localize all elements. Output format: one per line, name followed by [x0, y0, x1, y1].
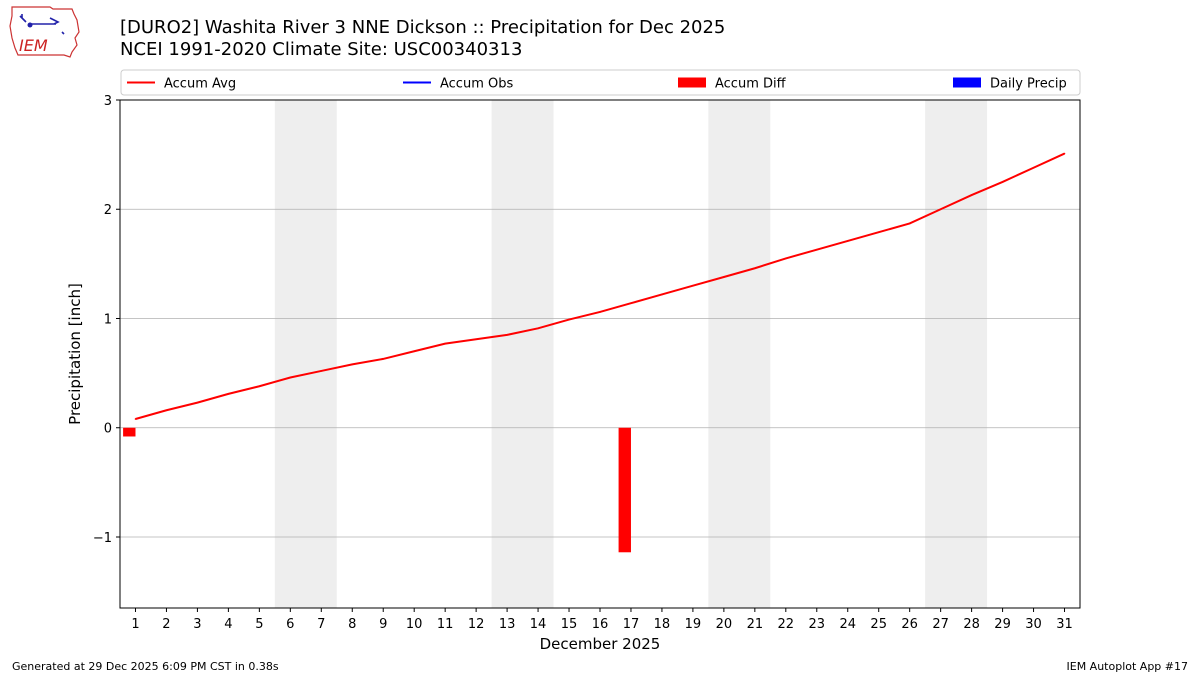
accum-avg-point [413, 350, 415, 353]
accum-avg-point [1063, 152, 1066, 155]
x-tick-label: 29 [994, 617, 1011, 632]
x-tick-label: 28 [963, 617, 980, 632]
generated-timestamp: Generated at 29 Dec 2025 6:09 PM CST in … [12, 660, 279, 673]
legend-label: Accum Avg [164, 77, 236, 92]
accum-avg-point [134, 418, 137, 420]
weekend-shade [274, 100, 337, 608]
legend-swatch-bar [953, 77, 981, 88]
x-tick-label: 12 [468, 617, 485, 632]
chart-subtitle: NCEI 1991-2020 Climate Site: USC00340313 [120, 39, 523, 60]
accum-avg-point [970, 194, 973, 196]
station-dot-icon [27, 22, 33, 28]
x-tick-label: 2 [162, 617, 170, 632]
accum-avg-point [289, 376, 292, 379]
accum-avg-point [630, 302, 632, 305]
x-tick-label: 24 [839, 617, 856, 632]
accum-avg-point [444, 342, 446, 345]
x-tick-label: 26 [901, 617, 918, 632]
weekend-shade [491, 100, 554, 608]
accum-diff-bar [123, 427, 136, 437]
accum-avg-point [227, 393, 230, 395]
x-tick-label: 7 [317, 617, 325, 632]
x-tick-label: 21 [747, 617, 764, 632]
x-tick-label: 9 [379, 617, 387, 632]
accum-avg-point [754, 267, 756, 270]
y-tick-label: 1 [104, 312, 112, 327]
x-tick-label: 4 [224, 617, 232, 632]
accum-avg-point [351, 363, 354, 366]
x-tick-label: 8 [348, 617, 356, 632]
x-tick-label: 30 [1025, 617, 1042, 632]
accum-avg-point [785, 257, 787, 260]
accum-avg-point [599, 311, 601, 313]
accum-avg-point [320, 370, 323, 372]
x-tick-label: 19 [685, 617, 702, 632]
accum-avg-point [537, 327, 539, 330]
y-tick-label: 3 [104, 94, 112, 109]
y-tick-label: 2 [104, 203, 112, 218]
x-tick-label: 5 [255, 617, 263, 632]
accum-avg-point [877, 231, 880, 233]
x-tick-label: 25 [870, 617, 887, 632]
y-axis-label: Precipitation [inch] [66, 283, 84, 425]
weekend-shade [708, 100, 771, 608]
x-tick-label: 14 [530, 617, 547, 632]
x-tick-label: 1 [131, 617, 139, 632]
accum-avg-point [846, 240, 849, 242]
accum-avg-point [382, 358, 385, 360]
legend-label: Accum Diff [715, 77, 787, 92]
x-tick-label: 17 [623, 617, 640, 632]
x-tick-label: 16 [592, 617, 609, 632]
accum-avg-point [165, 409, 168, 412]
legend-label: Accum Obs [440, 77, 513, 92]
accum-avg-point [568, 318, 570, 321]
state-outline-icon [9, 6, 80, 58]
x-axis-label: December 2025 [540, 635, 661, 653]
accum-avg-point [815, 248, 818, 251]
legend-label: Daily Precip [990, 77, 1067, 92]
x-tick-label: 15 [561, 617, 578, 632]
x-tick-label: 3 [193, 617, 201, 632]
accum-avg-point [692, 284, 694, 287]
accum-avg-point [661, 293, 663, 296]
accum-avg-point [939, 208, 942, 211]
x-tick-label: 23 [809, 617, 826, 632]
x-tick-label: 6 [286, 617, 294, 632]
x-tick-label: 13 [499, 617, 516, 632]
legend-swatch-bar [678, 77, 706, 88]
accum-avg-point [506, 334, 508, 336]
x-tick-label: 18 [654, 617, 671, 632]
x-tick-label: 31 [1056, 617, 1073, 632]
y-tick-label: −1 [93, 531, 112, 546]
accum-avg-point [258, 385, 261, 388]
iem-logo: IEM [9, 6, 80, 58]
accum-avg-point [196, 401, 199, 404]
accum-avg-point [475, 338, 477, 341]
accum-avg-point [1001, 181, 1004, 183]
accum-avg-point [1032, 166, 1035, 169]
x-tick-label: 20 [716, 617, 733, 632]
x-tick-label: 27 [932, 617, 949, 632]
weather-vane-icon [19, 14, 65, 35]
accum-diff-bar [618, 427, 631, 553]
chart-title: [DURO2] Washita River 3 NNE Dickson :: P… [120, 17, 726, 38]
accum-avg-point [723, 276, 725, 278]
legend-box [120, 69, 1081, 96]
logo-text: IEM [19, 36, 48, 55]
accum-avg-point [908, 222, 911, 225]
x-tick-label: 10 [406, 617, 423, 632]
weekend-shade [925, 100, 988, 608]
x-tick-label: 11 [437, 617, 454, 632]
x-tick-label: 22 [778, 617, 795, 632]
y-tick-label: 0 [104, 422, 112, 437]
app-label: IEM Autoplot App #17 [1066, 660, 1189, 673]
